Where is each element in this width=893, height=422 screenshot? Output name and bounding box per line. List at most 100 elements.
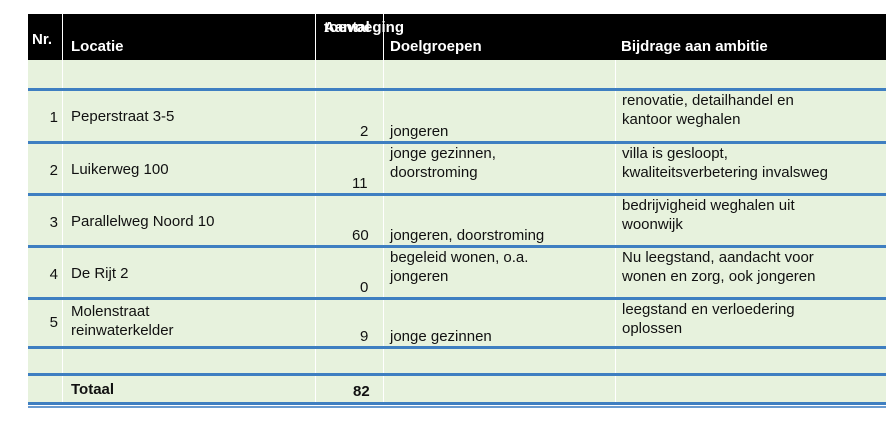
cell-nr: 3 [28, 196, 62, 245]
doel-line1: begeleid wonen, o.a. [390, 249, 529, 266]
bijdrage-line2: oplossen [622, 320, 683, 337]
header-cell-aantal: Aantal toevoeging [315, 14, 404, 60]
row-aantal: 9 [360, 328, 369, 345]
cell-bijdrage: villa is gesloopt, kwaliteitsverbetering … [615, 144, 886, 193]
bijdrage-line2: wonen en zorg, ook jongeren [622, 268, 816, 285]
cell-bijdrage: bedrijvigheid weghalen uit woonwijk [615, 196, 886, 245]
row-aantal: 60 [352, 227, 369, 244]
row-nr: 2 [49, 162, 58, 179]
table-row: 5 Molenstraat reinwaterkelder 9 jonge gez… [28, 300, 886, 346]
row-locatie: Molenstraat reinwaterkelder [71, 302, 174, 340]
bijdrage-line1: bedrijvigheid weghalen uit [622, 197, 795, 214]
cell-doelgroepen: jongeren, doorstroming [383, 196, 615, 245]
total-label: Totaal [71, 381, 115, 398]
table-row: 3 Parallelweg Noord 10 60 jongeren, door… [28, 196, 886, 245]
locatie-line2: reinwaterkelder [71, 322, 174, 339]
table-row: 4 De Rijt 2 0 begeleid wonen, o.a. jonger… [28, 248, 886, 297]
cell-nr: 4 [28, 248, 62, 297]
row-doelgroepen: jonge gezinnen [390, 328, 492, 345]
cell-total-label: Totaal [62, 376, 315, 402]
cell-locatie: De Rijt 2 [62, 248, 315, 297]
table-bottom-border-double [28, 406, 886, 408]
bijdrage-line2: woonwijk [622, 216, 683, 233]
cell-nr: 2 [28, 144, 62, 193]
doel-line2: doorstroming [390, 164, 478, 181]
row-divider [28, 373, 886, 376]
empty-cell [62, 60, 315, 88]
table-header: Nr. Locatie Aantal toevoeging Doelgroepen… [28, 14, 886, 60]
empty-cell [383, 349, 615, 373]
empty-cell [315, 349, 383, 373]
row-aantal: 11 [352, 175, 368, 192]
row-doelgroepen: jongeren, doorstroming [390, 227, 545, 244]
empty-cell [383, 376, 615, 402]
empty-cell [383, 60, 615, 88]
table-row-empty-top [28, 60, 886, 88]
cell-locatie: Luikerweg 100 [62, 144, 315, 193]
cell-locatie: Molenstraat reinwaterkelder [62, 300, 315, 346]
empty-cell [315, 60, 383, 88]
row-doelgroepen: jonge gezinnen, doorstroming [390, 144, 496, 182]
row-divider [28, 297, 886, 300]
housing-locations-table: Nr. Locatie Aantal toevoeging Doelgroepen… [28, 14, 886, 408]
row-aantal: 0 [360, 279, 369, 296]
row-bijdrage: leegstand en verloedering oplossen [622, 300, 795, 338]
row-nr: 5 [49, 314, 58, 331]
header-cell-bijdrage: Bijdrage aan ambitie [615, 14, 886, 60]
cell-total-value: 82 [315, 376, 383, 402]
row-doelgroepen: begeleid wonen, o.a. jongeren [390, 248, 528, 286]
bijdrage-line1: Nu leegstand, aandacht voor [622, 249, 814, 266]
cell-bijdrage: Nu leegstand, aandacht voor wonen en zorg… [615, 248, 886, 297]
bijdrage-line1: leegstand en verloedering [622, 301, 795, 318]
cell-bijdrage: leegstand en verloedering oplossen [615, 300, 886, 346]
cell-nr: 5 [28, 300, 62, 346]
doel-line2: jongeren [390, 268, 449, 285]
cell-bijdrage: renovatie, detailhandel en kantoor weghal… [615, 91, 886, 141]
row-divider [28, 141, 886, 144]
row-divider [28, 346, 886, 349]
bijdrage-line2: kantoor weghalen [622, 111, 741, 128]
header-cell-nr: Nr. [28, 14, 62, 60]
cell-aantal: 11 [315, 144, 383, 193]
header-doelgroepen-label: Doelgroepen [390, 38, 482, 55]
cell-aantal: 60 [315, 196, 383, 245]
bijdrage-line2: kwaliteitsverbetering invalsweg [622, 164, 828, 181]
table-bottom-border [28, 402, 886, 405]
empty-cell [62, 349, 315, 373]
header-cell-doelgroepen: Doelgroepen [383, 14, 615, 60]
header-aantal-line1: Aantal [324, 19, 370, 36]
header-locatie-label: Locatie [71, 38, 124, 55]
cell-aantal: 2 [315, 91, 383, 141]
empty-cell [615, 349, 886, 373]
cell-aantal: 0 [315, 248, 383, 297]
header-cell-locatie: Locatie [62, 14, 315, 60]
cell-locatie: Parallelweg Noord 10 [62, 196, 315, 245]
cell-doelgroepen: begeleid wonen, o.a. jongeren [383, 248, 615, 297]
cell-nr: 1 [28, 91, 62, 141]
cell-doelgroepen: jonge gezinnen, doorstroming [383, 144, 615, 193]
empty-cell [615, 376, 886, 402]
row-bijdrage: villa is gesloopt, kwaliteitsverbetering … [622, 144, 828, 182]
row-locatie: De Rijt 2 [71, 265, 129, 282]
row-bijdrage: renovatie, detailhandel en kantoor weghal… [622, 91, 794, 129]
header-bijdrage-label: Bijdrage aan ambitie [621, 38, 768, 55]
header-aantal-line2: toevoeging [324, 19, 405, 36]
cell-locatie: Peperstraat 3-5 [62, 91, 315, 141]
row-bijdrage: Nu leegstand, aandacht voor wonen en zorg… [622, 248, 815, 286]
cell-doelgroepen: jonge gezinnen [383, 300, 615, 346]
empty-cell [615, 60, 886, 88]
row-nr: 4 [49, 266, 58, 283]
table-row: 2 Luikerweg 100 11 jonge gezinnen, doorst… [28, 144, 886, 193]
row-divider [28, 88, 886, 91]
row-locatie: Peperstraat 3-5 [71, 108, 175, 125]
table-row-empty-bottom [28, 349, 886, 373]
locatie-line1: Molenstraat [71, 303, 150, 320]
row-nr: 3 [49, 214, 58, 231]
total-value: 82 [353, 383, 370, 400]
row-doelgroepen: jongeren [390, 123, 449, 140]
table-row-total: Totaal 82 [28, 376, 886, 402]
row-divider [28, 193, 886, 196]
bijdrage-line1: villa is gesloopt, [622, 145, 728, 162]
cell-aantal: 9 [315, 300, 383, 346]
row-aantal: 2 [360, 123, 369, 140]
